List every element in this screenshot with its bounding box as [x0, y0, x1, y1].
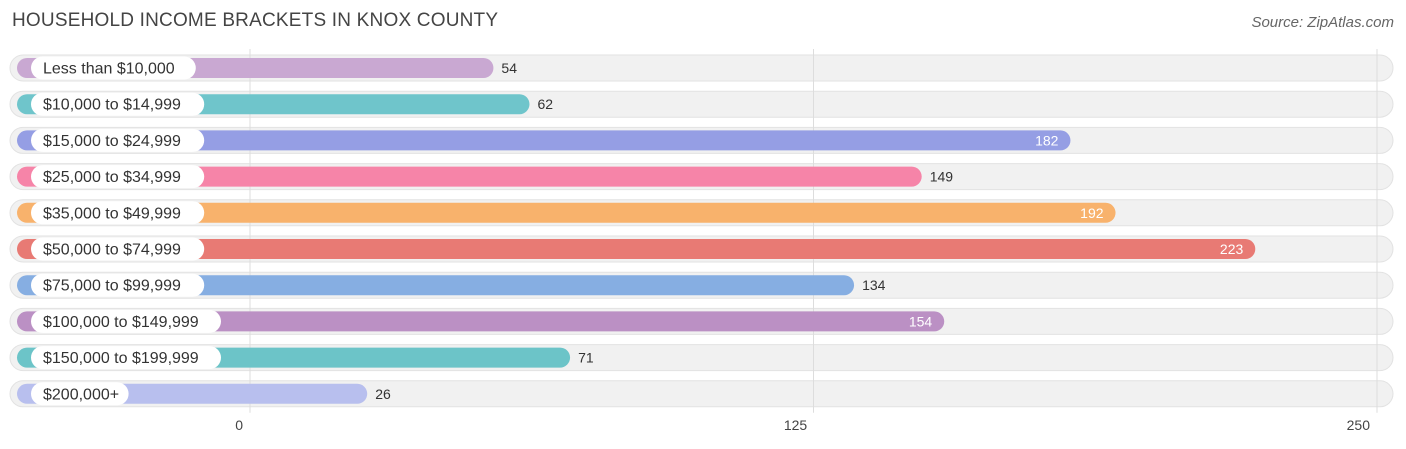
value-label: 182 [1035, 132, 1059, 148]
category-label: $100,000 to $149,999 [43, 314, 199, 331]
value-label: 149 [930, 169, 954, 185]
category-label: $50,000 to $74,999 [43, 242, 181, 259]
value-label: 71 [578, 350, 594, 366]
value-label: 192 [1080, 205, 1104, 221]
category-label: $15,000 to $24,999 [43, 133, 181, 150]
source-label: Source: ZipAtlas.com [1251, 14, 1394, 31]
category-label-pill [31, 309, 221, 333]
x-tick-label: 250 [1347, 417, 1371, 433]
category-label: $75,000 to $99,999 [43, 278, 181, 295]
category-label-pill [31, 165, 205, 189]
category-label: $200,000+ [43, 386, 119, 403]
category-label: $25,000 to $34,999 [43, 169, 181, 186]
bar [17, 311, 945, 332]
category-label: $150,000 to $199,999 [43, 350, 199, 367]
bar [17, 239, 1256, 259]
category-label: Less than $10,000 [43, 61, 175, 78]
category-label-pill [31, 273, 205, 297]
category-label-pill [31, 346, 221, 370]
category-label: $10,000 to $14,999 [43, 97, 181, 114]
bar [17, 275, 855, 296]
x-tick-label: 0 [235, 417, 243, 433]
value-label: 223 [1220, 241, 1244, 257]
value-label: 134 [862, 277, 886, 293]
bar [17, 130, 1071, 151]
category-label-pill [31, 201, 205, 225]
value-label: 26 [375, 386, 391, 402]
bar [17, 166, 922, 187]
x-tick-label: 125 [784, 417, 808, 433]
category-label-pill [31, 92, 205, 116]
value-label: 62 [537, 96, 553, 112]
value-label: 54 [501, 60, 517, 76]
chart-title: HOUSEHOLD INCOME BRACKETS IN KNOX COUNTY [12, 10, 499, 31]
value-label: 154 [909, 313, 933, 329]
category-label-pill [31, 382, 129, 406]
bar [17, 202, 1116, 223]
category-label: $35,000 to $49,999 [43, 205, 181, 222]
category-label-pill [31, 128, 205, 152]
category-label-pill [31, 56, 196, 80]
category-label-pill [31, 237, 205, 261]
